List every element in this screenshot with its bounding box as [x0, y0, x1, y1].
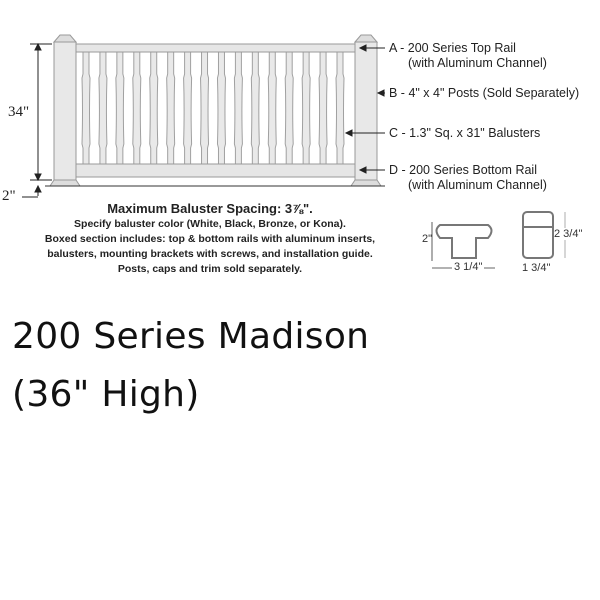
gap-dimension: 2"	[2, 188, 16, 204]
notes-line: Boxed section includes: top & bottom rai…	[44, 233, 376, 245]
notes-heading: Maximum Baluster Spacing: 3⅞".	[107, 201, 313, 216]
left-post	[49, 34, 81, 187]
balusters	[81, 51, 345, 165]
callout-d: D - 200 Series Bottom Rail (with Aluminum…	[389, 163, 547, 193]
bottom-rail	[71, 163, 361, 178]
baluster	[132, 51, 142, 165]
spec-notes: Maximum Baluster Spacing: 3⅞". Specify b…	[40, 200, 380, 277]
height-dimension: 34"	[8, 104, 30, 120]
baluster	[149, 51, 159, 165]
notes-line: Specify baluster color (White, Black, Br…	[74, 218, 346, 230]
right-post	[350, 34, 382, 187]
baluster	[250, 51, 260, 165]
baluster	[115, 51, 125, 165]
baluster	[335, 51, 345, 165]
title-line: (36" High)	[12, 374, 200, 415]
baluster	[200, 51, 210, 165]
rail-profile	[435, 224, 493, 259]
baluster	[267, 51, 277, 165]
rail-width-label: 3 1/4"	[452, 261, 485, 273]
callout-text: A - 200 Series Top Rail	[389, 41, 516, 55]
dimension-lines	[22, 42, 52, 198]
callout-text: D - 200 Series Bottom Rail	[389, 163, 537, 177]
callout-a: A - 200 Series Top Rail (with Aluminum Ch…	[389, 41, 547, 71]
callout-text: (with Aluminum Channel)	[408, 56, 547, 70]
baluster	[216, 51, 226, 165]
notes-line: balusters, mounting brackets with screws…	[47, 248, 373, 260]
baluster	[81, 51, 91, 165]
baluster-height-label: 2 3/4"	[554, 228, 583, 240]
baluster-width-label: 1 3/4"	[522, 262, 551, 274]
baluster	[318, 51, 328, 165]
rail-height-label: 2"	[422, 233, 433, 245]
product-title: 200 Series Madison (36" High)	[12, 308, 369, 424]
baluster-profile	[522, 211, 554, 259]
title-line: 200 Series Madison	[12, 316, 370, 357]
baluster	[284, 51, 294, 165]
callout-text: (with Aluminum Channel)	[408, 178, 547, 192]
callout-b: B - 4" x 4" Posts (Sold Separately)	[389, 86, 580, 100]
railing-diagram	[22, 34, 566, 269]
baluster	[183, 51, 193, 165]
baluster	[98, 51, 108, 165]
baluster	[301, 51, 311, 165]
baluster	[166, 51, 176, 165]
callout-c: C - 1.3" Sq. x 31" Balusters	[389, 126, 541, 140]
callout-arrows	[344, 44, 385, 174]
top-rail	[71, 43, 361, 53]
baluster	[233, 51, 243, 165]
notes-line: Posts, caps and trim sold separately.	[117, 263, 303, 275]
